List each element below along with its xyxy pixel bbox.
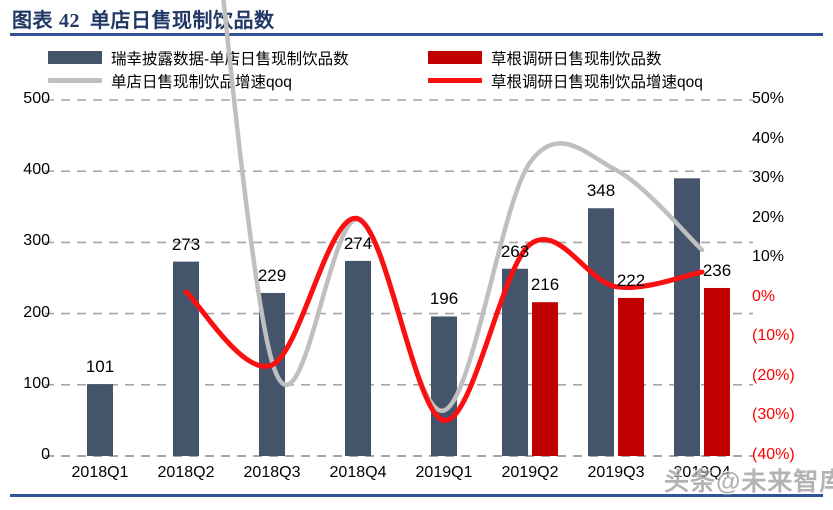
bar-data-label: 236 bbox=[702, 260, 732, 280]
x-axis-tick: 2018Q4 bbox=[329, 464, 387, 481]
legend-swatch-line-icon bbox=[48, 78, 102, 83]
bar bbox=[674, 178, 700, 456]
x-axis-tick: 2018Q3 bbox=[243, 464, 301, 481]
bar-data-label: 196 bbox=[429, 289, 459, 309]
chart-legend: 瑞幸披露数据-单店日售现制饮品数 草根调研日售现制饮品数 单店日售现制饮品增速q… bbox=[48, 46, 788, 92]
header-divider bbox=[10, 33, 823, 36]
bars-luckin bbox=[87, 178, 700, 456]
bar-data-label: 222 bbox=[616, 270, 646, 290]
bar-data-label: 101 bbox=[85, 357, 115, 377]
bar-data-label: 263 bbox=[500, 241, 530, 261]
y-axis-left-tick: 400 bbox=[23, 161, 50, 179]
line-survey-qoq bbox=[183, 216, 705, 423]
legend-item-label: 草根调研日售现制饮品数 bbox=[491, 50, 662, 68]
y-axis-left-tick: 0 bbox=[41, 446, 50, 463]
figure-number: 42 bbox=[59, 9, 80, 32]
y-axis-right-tick: 30% bbox=[752, 169, 785, 187]
y-axis-right-tick: 0% bbox=[752, 287, 776, 305]
y-axis-right-tick: (20%) bbox=[752, 366, 795, 384]
legend-item-luckin-line[interactable]: 单店日售现制饮品增速qoq bbox=[48, 69, 292, 92]
footer-divider bbox=[10, 494, 823, 497]
x-axis-tick: 2019Q2 bbox=[501, 464, 559, 481]
x-axis-tick: 2019Q3 bbox=[587, 464, 645, 481]
bar bbox=[345, 260, 371, 456]
legend-swatch-bar-icon bbox=[428, 51, 482, 64]
legend-swatch-line-icon bbox=[428, 78, 482, 83]
bar bbox=[618, 297, 644, 456]
y-axis-right-tick: 10% bbox=[752, 248, 785, 266]
bars-survey bbox=[532, 287, 730, 456]
legend-item-label: 草根调研日售现制饮品增速qoq bbox=[491, 73, 703, 91]
y-axis-left-tick: 300 bbox=[23, 232, 50, 250]
y-axis-left-tick: 500 bbox=[23, 90, 50, 107]
y-axis-right-tick: (40%) bbox=[752, 446, 795, 463]
bar-data-label: 229 bbox=[257, 265, 287, 285]
y-axis-right-tick: 20% bbox=[752, 208, 785, 226]
legend-item-survey-bar[interactable]: 草根调研日售现制饮品数 bbox=[428, 46, 662, 69]
bar bbox=[704, 287, 730, 456]
bar bbox=[502, 268, 528, 456]
x-axis-tick: 2019Q4 bbox=[673, 464, 731, 481]
bar-data-label: 273 bbox=[171, 234, 201, 254]
bar-data-label: 274 bbox=[343, 233, 373, 253]
y-axis-right-tick: 50% bbox=[752, 90, 785, 107]
watermark: 头条@未来智库 bbox=[664, 468, 833, 496]
bar bbox=[87, 384, 113, 456]
y-axis-right-tick: (30%) bbox=[752, 406, 795, 424]
y-axis-right-tick: 40% bbox=[752, 129, 785, 147]
x-axis-tick: 2018Q2 bbox=[157, 464, 215, 481]
x-axis-tick: 2019Q1 bbox=[415, 464, 473, 481]
legend-item-survey-line[interactable]: 草根调研日售现制饮品增速qoq bbox=[428, 69, 703, 92]
legend-item-label: 单店日售现制饮品增速qoq bbox=[111, 73, 292, 91]
legend-swatch-bar-icon bbox=[48, 51, 102, 64]
bar-data-label: 348 bbox=[586, 181, 616, 201]
bar bbox=[431, 316, 457, 456]
bar-data-label: 216 bbox=[530, 275, 560, 295]
bar bbox=[588, 208, 614, 456]
figure-label: 图表 bbox=[12, 9, 53, 32]
y-axis-left-tick: 100 bbox=[23, 374, 50, 392]
x-axis-tick: 2018Q1 bbox=[71, 464, 129, 481]
y-axis-left-tick: 200 bbox=[23, 303, 50, 321]
y-axis-right-tick: (10%) bbox=[752, 327, 795, 345]
bar bbox=[532, 302, 558, 456]
